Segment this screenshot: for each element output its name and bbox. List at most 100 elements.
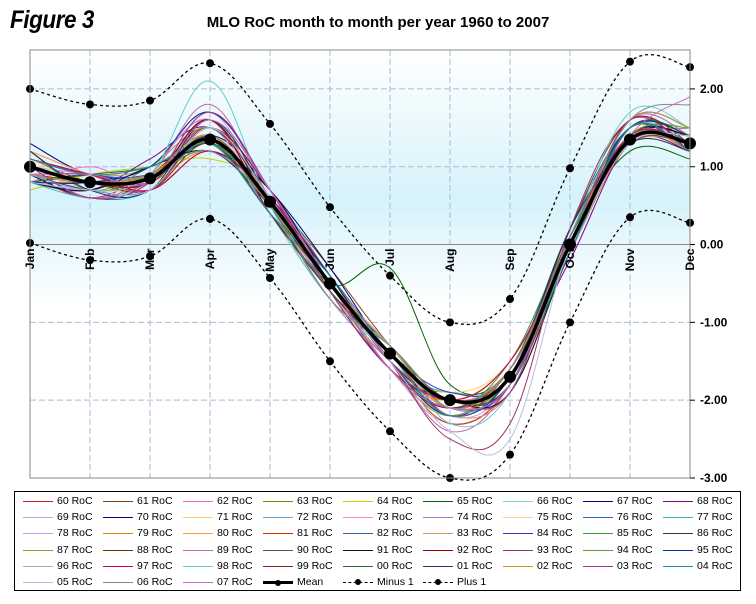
legend-swatch <box>503 501 533 502</box>
legend-swatch <box>23 501 53 502</box>
legend-label: 06 RoC <box>137 576 173 588</box>
grid-layer <box>29 50 691 479</box>
legend-swatch <box>263 580 293 586</box>
legend-marker <box>355 579 361 585</box>
legend-swatch <box>263 549 293 551</box>
legend-swatch <box>663 549 693 551</box>
legend-swatch <box>183 549 213 551</box>
series-line-06-roc <box>29 103 691 402</box>
figure-label: Figure 3 <box>10 6 94 34</box>
legend-swatch <box>183 565 213 567</box>
point-minus-1 <box>326 357 334 366</box>
legend-label: 67 RoC <box>617 495 653 507</box>
legend-swatch <box>583 533 613 535</box>
point-plus-1 <box>326 203 334 212</box>
point-mean <box>264 195 276 208</box>
legend-label: 68 RoC <box>697 495 733 507</box>
legend-label: 71 RoC <box>217 511 253 524</box>
legend-label: 96 RoC <box>57 559 93 572</box>
legend-swatch <box>583 549 613 551</box>
legend-swatch <box>183 517 213 519</box>
point-plus-1 <box>266 119 274 128</box>
point-mean <box>324 277 336 290</box>
legend-swatch <box>663 565 693 567</box>
point-minus-1 <box>506 450 514 459</box>
legend-swatch <box>503 565 533 567</box>
legend-label: 86 RoC <box>697 527 733 540</box>
point-minus-1 <box>566 318 574 327</box>
legend-swatch <box>103 565 133 567</box>
x-tick-label: Apr <box>203 248 217 269</box>
legend-swatch <box>103 549 133 551</box>
point-plus-1 <box>386 271 394 280</box>
point-mean <box>564 238 576 251</box>
legend-label: 66 RoC <box>537 495 573 507</box>
legend-swatch <box>343 565 373 567</box>
point-mean <box>204 133 216 146</box>
point-minus-1 <box>86 256 94 265</box>
x-tick-label: Jan <box>23 249 37 270</box>
legend-label: 98 RoC <box>217 559 253 572</box>
point-mean <box>444 394 456 407</box>
point-mean <box>384 347 396 360</box>
point-plus-1 <box>206 59 214 68</box>
legend-label: 78 RoC <box>57 527 93 540</box>
legend-label: 07 RoC <box>217 576 253 588</box>
legend-label: 99 RoC <box>297 559 333 572</box>
legend-swatch <box>23 565 53 567</box>
chart-title: MLO RoC month to month per year 1960 to … <box>206 14 550 31</box>
legend-label: Mean <box>297 576 324 588</box>
legend-swatch <box>23 533 53 535</box>
legend-label: 75 RoC <box>537 511 573 524</box>
legend-label: 89 RoC <box>217 543 253 556</box>
legend-label: 93 RoC <box>537 543 573 556</box>
legend-label: 80 RoC <box>217 527 253 540</box>
point-mean <box>504 370 516 383</box>
point-plus-1 <box>446 318 454 327</box>
point-plus-1 <box>146 96 154 105</box>
y-tick-label: -3.00 <box>700 471 728 485</box>
legend-label: 65 RoC <box>457 495 493 507</box>
legend-label: 81 RoC <box>297 527 333 540</box>
series-line-plus-1 <box>29 54 691 325</box>
legend-label: 70 RoC <box>137 511 173 524</box>
legend-label: 94 RoC <box>617 543 653 556</box>
x-tick-label: Aug <box>443 249 457 272</box>
legend-swatch <box>183 533 213 535</box>
legend-swatch <box>263 501 293 502</box>
y-tick-label: 0.00 <box>700 238 724 252</box>
point-mean <box>84 176 96 189</box>
x-tick-label: Nov <box>623 248 637 271</box>
legend-swatch <box>423 517 453 519</box>
legend-swatch <box>23 549 53 551</box>
legend-label: 03 RoC <box>617 559 653 572</box>
legend-label: 05 RoC <box>57 576 93 588</box>
x-tick-label: Feb <box>83 249 97 270</box>
x-tick-label: May <box>263 248 277 272</box>
legend-label: 00 RoC <box>377 559 413 572</box>
y-tick-label: -1.00 <box>700 315 728 329</box>
legend-swatch <box>263 565 293 567</box>
legend-label: 72 RoC <box>297 511 333 524</box>
legend-swatch <box>343 501 373 502</box>
marker-layer <box>24 54 696 482</box>
legend-label: 63 RoC <box>297 495 333 507</box>
legend-label: 60 RoC <box>57 495 93 507</box>
legend-label: 62 RoC <box>217 495 253 507</box>
legend-label: 74 RoC <box>457 511 493 524</box>
legend-swatch <box>103 501 133 502</box>
legend-swatch <box>503 517 533 519</box>
legend-swatch <box>23 517 53 519</box>
legend-swatch <box>423 533 453 535</box>
legend-label: 76 RoC <box>617 511 653 524</box>
point-mean <box>624 133 636 146</box>
point-minus-1 <box>266 274 274 283</box>
legend-label: 04 RoC <box>697 559 733 572</box>
legend-label: 77 RoC <box>697 511 733 524</box>
point-minus-1 <box>386 427 394 436</box>
legend-label: 61 RoC <box>137 495 173 507</box>
legend-swatch <box>583 501 613 502</box>
legend-label: 02 RoC <box>537 559 573 572</box>
x-tick-label: Oct <box>563 249 577 269</box>
